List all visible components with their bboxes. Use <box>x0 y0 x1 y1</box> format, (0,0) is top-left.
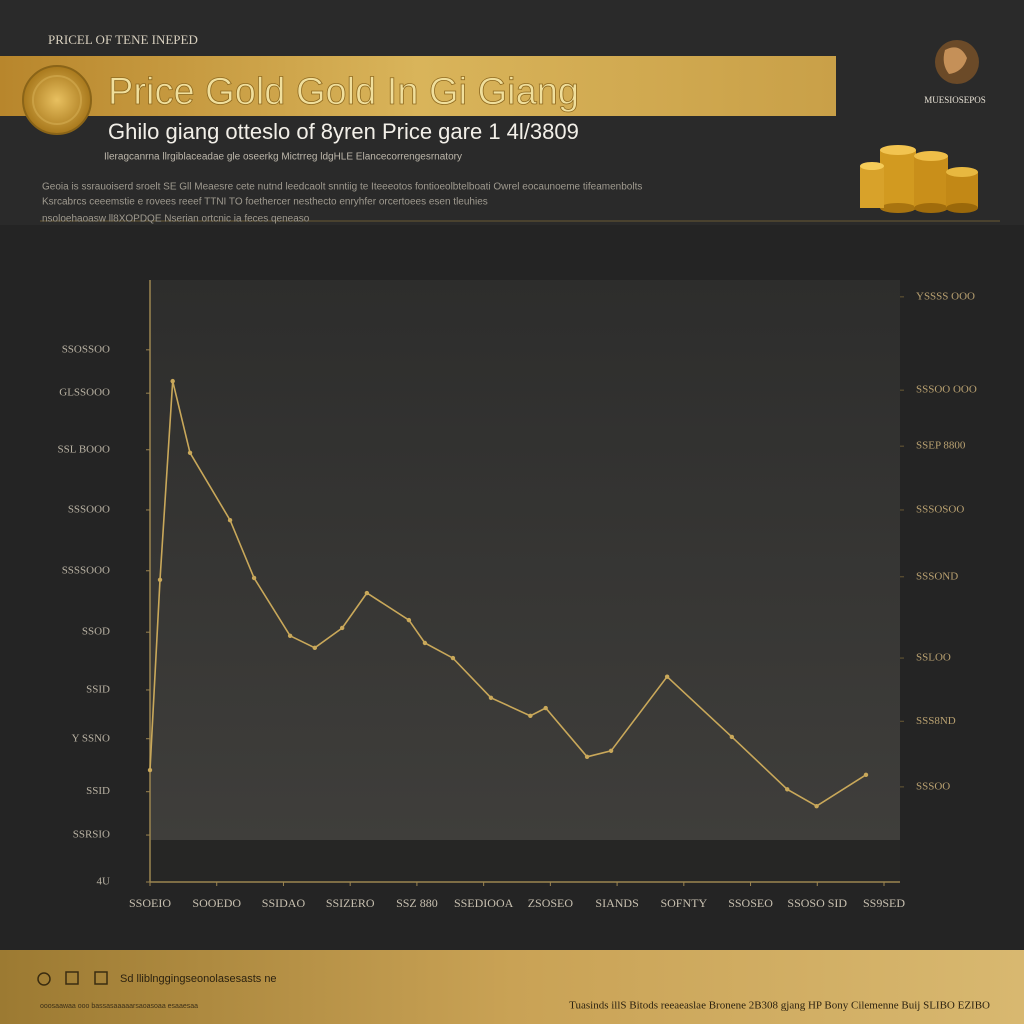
point <box>251 575 257 581</box>
tagline: Ileragcanrna llrgiblaceadae gle oseerkg … <box>104 152 462 163</box>
x-tick-label: SSOSO SID <box>787 896 847 910</box>
y-tick-label: SSSOOO <box>68 503 110 515</box>
point <box>488 695 494 700</box>
description: Ksrcabrcs ceeemstie e rovees reeef TTNI … <box>42 197 488 208</box>
point <box>863 772 869 778</box>
point <box>450 655 456 661</box>
x-tick-label: SIANDS <box>595 896 638 910</box>
x-tick-label: SS9SED <box>863 896 905 910</box>
point <box>147 767 153 773</box>
point <box>729 734 735 740</box>
plot-area <box>150 840 900 882</box>
y2-tick-label: SSSOND <box>916 570 958 582</box>
x-tick-label: SSEDIOOA <box>454 896 514 910</box>
footer-icon <box>65 971 79 985</box>
y-tick-label: SSRSIO <box>73 829 110 841</box>
y-tick-label: SSID <box>86 683 110 695</box>
footer-text: Sd lliblnggingseonolasesasts ne <box>120 973 277 985</box>
y2-tick-label: SSSOO OOO <box>916 384 977 396</box>
point <box>364 590 370 596</box>
y-tick-label: SSL BOOO <box>58 443 111 455</box>
banner-title: Price Gold Gold In Gi Giang <box>108 71 579 113</box>
x-tick-label: SSIDAO <box>262 896 306 910</box>
point <box>339 625 345 631</box>
point <box>157 577 163 582</box>
description: nsoloehaoasw ll8XOPDQE Nserian ortcnic i… <box>42 214 310 225</box>
y-tick-label: Y SSNO <box>72 732 110 744</box>
point <box>528 713 533 719</box>
x-tick-label: ZSOSEO <box>528 896 574 910</box>
y2-tick-label: SSSOSOO <box>916 503 964 515</box>
point <box>584 754 590 759</box>
point <box>406 617 412 623</box>
footer-text: Tuasinds illS Bitods reeaeaslae Bronene … <box>569 1000 990 1012</box>
x-tick-label: SSIZERO <box>326 896 375 910</box>
point <box>227 517 233 523</box>
plot-area <box>150 280 900 840</box>
y-tick-label: SSOD <box>82 626 110 638</box>
subtitle: Ghilo giang otteslo of 8yren Price gare … <box>108 119 579 144</box>
y-tick-label: SSID <box>86 785 110 797</box>
y-tick-label: SSOSSOO <box>62 343 110 355</box>
y2-tick-label: SSS8ND <box>916 715 956 727</box>
y-tick-label: GLSSOOO <box>59 387 110 399</box>
x-tick-label: SSZ 880 <box>396 896 438 910</box>
banner <box>0 56 836 116</box>
y2-tick-label: SSEP 8800 <box>916 440 966 452</box>
coin-icon <box>32 75 82 125</box>
point <box>312 645 318 651</box>
footer-band <box>0 950 1024 1024</box>
y2-tick-label: SSSOO <box>916 780 950 792</box>
y-tick-label: SSSSOOO <box>62 564 110 576</box>
point <box>664 674 670 679</box>
x-tick-label: SSOEIO <box>129 896 171 910</box>
description: Geoia is ssrauoiserd sroelt SE Gll Meaes… <box>42 182 642 193</box>
y-tick-label: 4U <box>97 876 111 888</box>
footer-small: ooosaawaa ooo bassasaaaaarsaoasoaa esaae… <box>40 1003 198 1010</box>
brand-name: MUESIOSEPOS <box>924 95 986 105</box>
coin-stack <box>860 145 978 213</box>
x-tick-label: SOFNTY <box>660 896 707 910</box>
footer-icon <box>94 971 108 985</box>
x-tick-label: SOOEDO <box>192 896 241 910</box>
point <box>170 378 175 384</box>
point <box>785 787 790 792</box>
point <box>814 803 819 809</box>
point <box>422 640 428 646</box>
header: PRICEL OF TENE INEPED <box>48 32 198 47</box>
x-tick-label: SSOSEO <box>728 896 773 910</box>
brand-logo <box>943 47 967 74</box>
point <box>287 633 293 638</box>
y2-tick-label: SSLOO <box>916 652 951 664</box>
point <box>608 748 614 753</box>
point <box>187 450 193 455</box>
footer-icon <box>37 972 51 986</box>
y2-tick-label: YSSSS OOO <box>916 290 975 302</box>
point <box>543 705 548 711</box>
